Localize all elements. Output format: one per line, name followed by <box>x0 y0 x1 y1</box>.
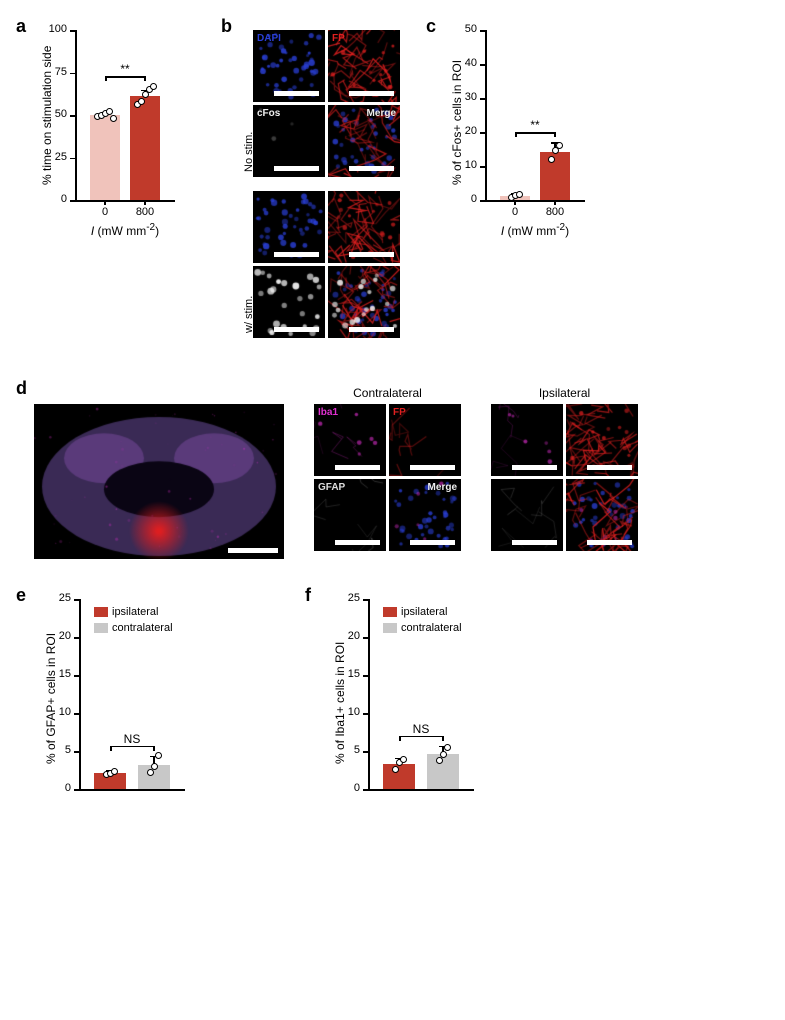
panel-c: c010203040500800% of cFos+ cells in ROII… <box>430 20 605 245</box>
panel-a: a02550751000800% time on stimulation sid… <box>20 20 195 245</box>
panel-b: bNo stim.DAPIFPcFosMergew/ stim. <box>225 20 400 352</box>
panel-d: dContralateralIba1FPGFAPMergeIpsilateral <box>20 382 765 559</box>
panel-e: e0510152025% of GFAP+ cells in ROINSipsi… <box>20 589 219 834</box>
panel-f: f0510152025% of Iba1+ cells in ROINSipsi… <box>309 589 508 834</box>
